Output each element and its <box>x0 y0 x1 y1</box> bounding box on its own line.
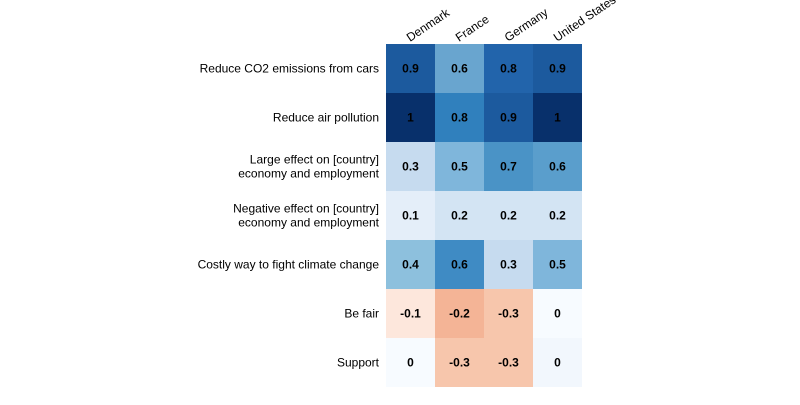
heatmap-cell <box>435 191 484 240</box>
heatmap-cell <box>533 240 582 289</box>
column-label: United States <box>551 0 619 44</box>
heatmap-cell <box>435 44 484 93</box>
row-label: economy and employment <box>238 167 379 181</box>
heatmap-cell <box>435 142 484 191</box>
cell-value-label: 0.5 <box>549 258 566 272</box>
row-label: Reduce air pollution <box>273 111 379 125</box>
heatmap-cell <box>484 93 533 142</box>
cell-value-label: -0.2 <box>449 307 470 321</box>
cell-value-label: 0.3 <box>500 258 517 272</box>
cell-value-label: 0.3 <box>402 160 419 174</box>
heatmap-cell <box>533 93 582 142</box>
heatmap-cell <box>484 240 533 289</box>
cell-value-label: 0.2 <box>549 209 566 223</box>
heatmap-cell <box>435 338 484 387</box>
cell-value-label: 1 <box>407 111 414 125</box>
heatmap-cell <box>386 44 435 93</box>
cell-value-label: 0.8 <box>500 62 517 76</box>
heatmap-cell <box>386 142 435 191</box>
cell-value-label: 0.6 <box>549 160 566 174</box>
cell-value-label: -0.1 <box>400 307 421 321</box>
heatmap-cell <box>484 338 533 387</box>
heatmap-cell <box>386 93 435 142</box>
cell-value-label: 0 <box>554 307 561 321</box>
heatmap-cell <box>435 93 484 142</box>
heatmap-cell <box>484 289 533 338</box>
row-label: Costly way to fight climate change <box>198 258 380 272</box>
heatmap-cell <box>484 142 533 191</box>
heatmap-cell <box>484 191 533 240</box>
heatmap-cell <box>484 44 533 93</box>
heatmap-cell <box>533 191 582 240</box>
cell-value-label: 0.9 <box>402 62 419 76</box>
heatmap-cell <box>386 289 435 338</box>
cell-value-label: 0.5 <box>451 160 468 174</box>
heatmap-cell <box>435 289 484 338</box>
row-label: Support <box>337 356 380 370</box>
cell-value-label: 0.7 <box>500 160 517 174</box>
row-label: Reduce CO2 emissions from cars <box>200 62 379 76</box>
cell-value-label: 0.6 <box>451 258 468 272</box>
cell-value-label: 0 <box>407 356 414 370</box>
cell-value-label: 0.9 <box>500 111 517 125</box>
cell-value-label: 0.1 <box>402 209 419 223</box>
cell-value-label: -0.3 <box>498 356 519 370</box>
column-label: Denmark <box>404 5 453 44</box>
heatmap-cell <box>386 240 435 289</box>
cell-value-label: 1 <box>554 111 561 125</box>
cell-value-label: 0.8 <box>451 111 468 125</box>
heatmap-cell <box>533 338 582 387</box>
row-label: Large effect on [country] <box>250 153 379 167</box>
row-label: Be fair <box>344 307 379 321</box>
cell-value-label: 0.9 <box>549 62 566 76</box>
cell-value-label: 0 <box>554 356 561 370</box>
column-label: Germany <box>502 5 551 44</box>
heatmap-cell <box>386 191 435 240</box>
row-label: economy and employment <box>238 216 379 230</box>
cell-value-label: -0.3 <box>498 307 519 321</box>
column-label: France <box>453 12 492 45</box>
cell-value-label: 0.6 <box>451 62 468 76</box>
heatmap-cell <box>533 44 582 93</box>
cell-value-label: 0.2 <box>500 209 517 223</box>
heatmap-cell <box>386 338 435 387</box>
heatmap-cell <box>435 240 484 289</box>
cell-value-label: 0.2 <box>451 209 468 223</box>
cell-value-label: -0.3 <box>449 356 470 370</box>
heatmap-cell <box>533 142 582 191</box>
cell-value-label: 0.4 <box>402 258 419 272</box>
heatmap-cell <box>533 289 582 338</box>
row-label: Negative effect on [country] <box>233 202 379 216</box>
